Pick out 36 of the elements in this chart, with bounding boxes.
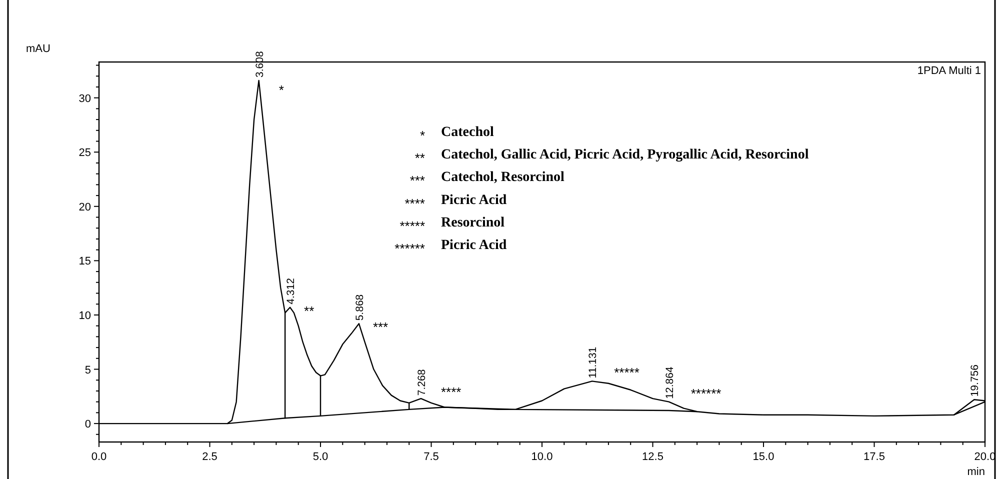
- annotation: ******: [690, 386, 722, 401]
- text: **** Picric Acid: [404, 192, 507, 211]
- x-tick-label: 15.0: [752, 451, 774, 463]
- y-tick-label: 10: [78, 310, 91, 322]
- x-tick-label: 0.0: [91, 451, 107, 463]
- y-tick-label: 5: [84, 364, 91, 376]
- text: *** Catechol, Resorcinol: [410, 170, 564, 188]
- x-tick-label: 2.5: [202, 451, 218, 463]
- annotation: 11.131: [587, 346, 600, 378]
- annotation: *****: [614, 365, 640, 380]
- annotation: **: [304, 303, 314, 318]
- y-tick-label: 25: [78, 147, 91, 160]
- y-tick-label: 30: [78, 92, 91, 105]
- annotation: 4.312: [285, 278, 298, 304]
- text: * Catechol: [420, 125, 494, 143]
- annotation: ****: [440, 384, 462, 400]
- text: ***** Resorcinol: [400, 215, 505, 234]
- x-axis-title: min: [967, 466, 985, 478]
- annotation: 19.756: [969, 364, 982, 397]
- text: ****** Picric Acid: [394, 238, 507, 256]
- y-tick-label: 15: [78, 256, 91, 268]
- text: ** Catechol, Gallic Acid, Picric Acid, Pyrogallic Acid, Resorcinol: [414, 148, 809, 166]
- annotation: ***: [372, 320, 388, 335]
- x-tick-label: 5.0: [312, 451, 328, 463]
- y-tick-label: 0: [84, 418, 91, 431]
- y-axis-title: mAU: [26, 43, 50, 55]
- annotation: 12.864: [664, 366, 676, 399]
- annotation: *: [278, 82, 284, 98]
- annotation: 5.868: [354, 294, 366, 321]
- x-tick-label: 12.5: [642, 451, 664, 463]
- annotation: 7.268: [416, 369, 428, 396]
- y-tick-label: 20: [78, 201, 91, 214]
- x-tick-label: 10.0: [531, 451, 553, 463]
- chart-subtitle: 1PDA Multi 1: [917, 65, 981, 77]
- x-tick-label: 7.5: [424, 451, 439, 463]
- x-tick-label: 17.5: [864, 451, 885, 463]
